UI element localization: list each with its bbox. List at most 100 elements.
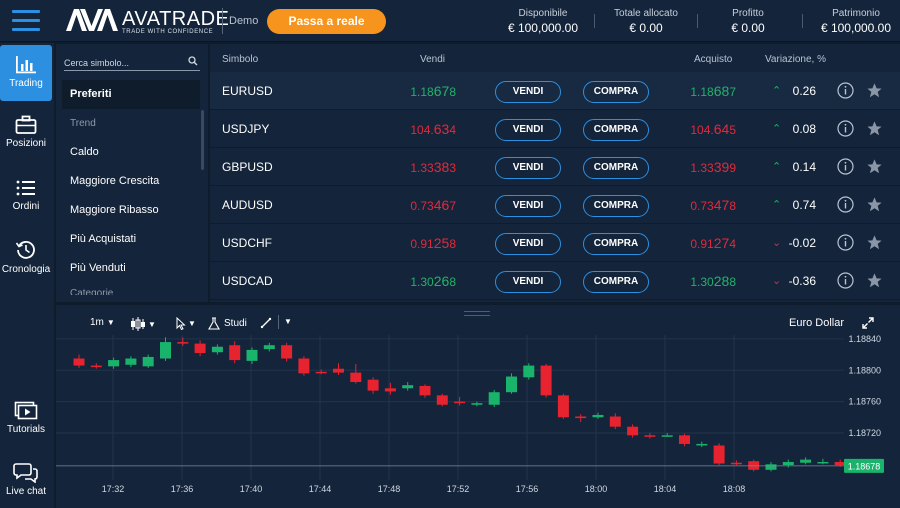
star-icon[interactable] [866,82,883,99]
price-prefix: 0.73 [690,199,714,213]
price-pips: 25 [433,235,450,251]
instrument-table: Simbolo Vendi Acquisto Variazione, % EUR… [210,44,900,302]
table-row[interactable]: USDCHF 0.91258 VENDI COMPRA 0.91274 ⌄ -0… [210,224,900,262]
nav-tutorials[interactable]: Tutorials [0,401,52,435]
candle [454,401,466,404]
candle [298,358,310,374]
bar-chart-icon [16,56,36,74]
chart-type-selector[interactable]: ▼ [130,317,156,331]
candlestick-chart[interactable]: 17:32 17:36 17:40 17:44 17:48 17:52 17:56 18:00… [56,335,900,508]
sell-button[interactable]: VENDI [495,157,561,179]
sell-button[interactable]: VENDI [495,233,561,255]
price-prefix: 1.18 [410,85,434,99]
candle [263,345,275,350]
category-hot[interactable]: Caldo [70,146,99,158]
price-suffix: 8 [449,237,456,251]
category-favorites[interactable]: Preferiti [62,80,200,109]
candle [730,462,742,465]
price-prefix: 1.33 [410,161,434,175]
arrow-up-icon: ⌃ [772,85,782,97]
candle [281,345,293,359]
candle [125,358,137,365]
candle [384,388,396,392]
timeframe-selector[interactable]: 1m ▼ [90,317,115,328]
category-list: Preferiti Trend Caldo Maggiore Crescita … [56,80,208,295]
star-icon[interactable] [866,196,883,213]
price-suffix: 8 [729,275,736,289]
star-icon[interactable] [866,158,883,175]
studies-button[interactable]: Studi [208,317,247,330]
candle [817,461,829,464]
nav-live-chat[interactable]: Live chat [0,461,52,497]
table-row[interactable]: GBPUSD 1.33383 VENDI COMPRA 1.33399 ⌃ 0.… [210,148,900,186]
buy-button[interactable]: COMPRA [583,233,649,255]
info-icon[interactable] [837,158,854,175]
table-row[interactable]: EURUSD 1.18678 VENDI COMPRA 1.18687 ⌃ 0.… [210,72,900,110]
sell-price: 1.18678 [376,83,456,99]
nav-trading[interactable]: Trading [0,45,52,101]
caret-down-icon: ▼ [284,317,292,326]
category-top-gainers[interactable]: Maggiore Crescita [70,175,160,187]
buy-button[interactable]: COMPRA [583,271,649,293]
info-icon[interactable] [837,120,854,137]
expand-icon[interactable] [862,317,874,329]
panel-scrollbar[interactable] [201,110,204,170]
go-live-button[interactable]: Passa a reale [267,9,386,34]
price-pips: 64 [713,121,730,137]
candle [246,349,258,361]
candle [696,443,708,446]
video-icon [14,401,38,420]
change-value: -0.02 [788,236,816,250]
sell-button[interactable]: VENDI [495,81,561,103]
candle [506,376,517,393]
info-icon[interactable] [837,82,854,99]
info-icon[interactable] [837,234,854,251]
x-tick-label: 17:52 [447,484,470,494]
logo-wordmark: AVATRADE [122,8,230,30]
drawing-menu[interactable]: ▼ [284,317,292,326]
candle [713,445,725,464]
search-input[interactable] [64,58,182,68]
price-suffix: 8 [449,85,456,99]
table-row[interactable]: USDJPY 104.634 VENDI COMPRA 104.645 ⌃ 0.… [210,110,900,148]
candle [194,343,206,354]
star-icon[interactable] [866,234,883,251]
resize-handle[interactable] [464,311,490,316]
star-icon[interactable] [866,120,883,137]
hamburger-menu-icon[interactable] [12,10,40,32]
sell-price: 0.73467 [376,197,456,213]
buy-button[interactable]: COMPRA [583,81,649,103]
candle [575,416,587,419]
buy-button[interactable]: COMPRA [583,195,649,217]
candlestick-icon [131,317,145,331]
drawing-tool[interactable] [260,317,272,329]
buy-button[interactable]: COMPRA [583,119,649,141]
nav-orders[interactable]: Ordini [0,178,52,212]
nav-history[interactable]: Cronologia [0,239,52,275]
symbol-name: GBPUSD [222,160,273,174]
change-value: 0.74 [792,198,816,212]
price-pips: 63 [433,121,450,137]
symbol-search [64,53,200,71]
candle [488,392,500,405]
sell-button[interactable]: VENDI [495,119,561,141]
nav-positions[interactable]: Posizioni [0,115,52,149]
candle [108,360,120,367]
category-top-losers[interactable]: Maggiore Ribasso [70,204,159,216]
cursor-tool-selector[interactable]: ▼ [176,317,196,330]
info-icon[interactable] [837,196,854,213]
info-icon[interactable] [837,272,854,289]
sell-button[interactable]: VENDI [495,271,561,293]
sell-button[interactable]: VENDI [495,195,561,217]
buy-button[interactable]: COMPRA [583,157,649,179]
table-row[interactable]: USDCAD 1.30268 VENDI COMPRA 1.30288 ⌄ -0… [210,262,900,300]
table-row[interactable]: AUDUSD 0.73467 VENDI COMPRA 0.73478 ⌃ 0.… [210,186,900,224]
chat-icon [13,463,38,483]
candle [800,459,812,463]
category-most-bought[interactable]: Più Acquistati [70,233,137,245]
candle [90,365,102,368]
search-icon[interactable] [188,56,198,66]
category-most-sold[interactable]: Più Venduti [70,262,126,274]
star-icon[interactable] [866,272,883,289]
candle [73,358,85,366]
